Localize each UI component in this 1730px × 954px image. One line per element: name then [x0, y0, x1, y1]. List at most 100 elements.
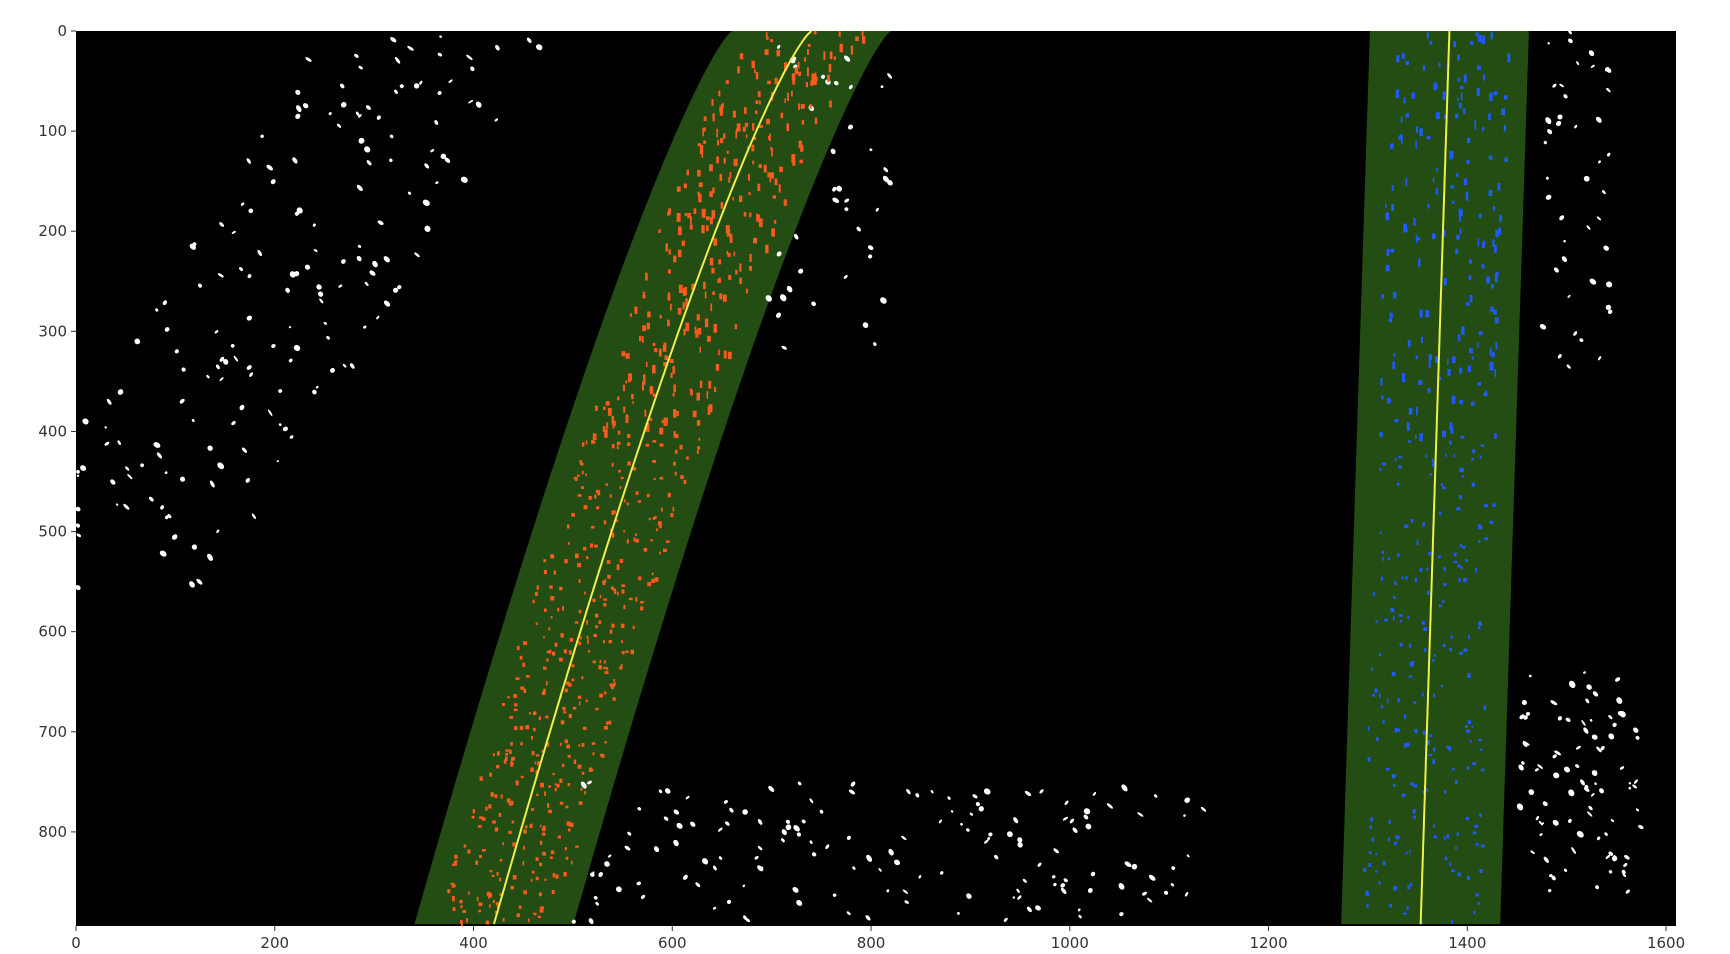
- lane-pixel: [546, 658, 549, 662]
- lane-pixel: [1459, 399, 1463, 405]
- lane-pixel: [533, 711, 537, 716]
- lane-pixel: [510, 800, 514, 806]
- noise-pixel: [1589, 278, 1597, 285]
- noise-pixel: [356, 184, 363, 191]
- noise-pixel: [886, 889, 890, 893]
- noise-pixel: [673, 809, 680, 815]
- noise-pixel: [1542, 801, 1548, 807]
- noise-pixel: [1184, 892, 1189, 897]
- lane-pixel: [541, 827, 546, 832]
- lane-pixel: [673, 255, 677, 263]
- lane-pixel: [592, 598, 596, 603]
- lane-pixel: [770, 146, 772, 151]
- lane-pixel: [687, 212, 691, 219]
- lane-pixel: [598, 665, 602, 670]
- lane-pixel: [552, 772, 555, 776]
- noise-pixel: [1137, 812, 1144, 817]
- lane-pixel: [578, 701, 581, 706]
- lane-pixel: [601, 754, 605, 758]
- lane-pixel: [1466, 159, 1470, 164]
- noise-pixel: [364, 146, 371, 153]
- lane-pixel: [1409, 643, 1411, 648]
- lane-pixel: [525, 725, 530, 730]
- lane-pixel: [704, 291, 707, 299]
- lane-pixel: [559, 742, 562, 746]
- lane-pixel: [628, 373, 632, 381]
- noise-pixel: [1062, 816, 1069, 821]
- lane-pixel: [1398, 614, 1403, 617]
- lane-pixel: [829, 100, 832, 108]
- noise-pixel: [394, 89, 398, 94]
- lane-pixel: [683, 183, 687, 189]
- lane-pixel: [1368, 863, 1372, 867]
- lane-pixel: [482, 849, 486, 852]
- lane-pixel: [1451, 395, 1456, 404]
- lane-pixel: [567, 754, 571, 758]
- lane-pixel: [611, 686, 614, 690]
- lane-pixel: [743, 212, 747, 217]
- lane-pixel: [1392, 615, 1395, 621]
- lane-pixel: [560, 778, 563, 783]
- noise-pixel: [1563, 868, 1568, 873]
- lane-pixel: [1388, 318, 1393, 323]
- lane-pixel: [642, 294, 646, 299]
- lane-pixel: [516, 913, 520, 918]
- noise-pixel: [1624, 854, 1630, 860]
- lane-pixel: [652, 365, 656, 374]
- lane-pixel: [676, 410, 679, 417]
- lane-pixel: [553, 570, 556, 575]
- lane-pixel: [727, 253, 731, 257]
- lane-pixel: [627, 442, 631, 446]
- lane-pixel: [637, 500, 642, 503]
- noise-pixel: [217, 462, 225, 470]
- noise-pixel: [76, 469, 80, 474]
- noise-pixel: [848, 84, 853, 90]
- lane-pixel: [807, 49, 810, 55]
- noise-pixel: [843, 274, 848, 279]
- noise-pixel: [988, 832, 993, 837]
- lane-pixel: [564, 559, 568, 564]
- lane-pixel: [568, 713, 572, 719]
- noise-pixel: [1597, 356, 1602, 361]
- noise-pixel: [865, 915, 871, 921]
- noise-pixel: [164, 515, 169, 520]
- lane-pixel: [1490, 306, 1494, 312]
- lane-pixel: [663, 417, 668, 426]
- lane-pixel: [502, 703, 505, 706]
- lane-pixel: [645, 272, 648, 281]
- lane-pixel: [1443, 836, 1446, 841]
- noise-pixel: [1184, 797, 1191, 803]
- lane-pixel: [1478, 540, 1481, 543]
- lane-pixel: [776, 49, 781, 57]
- noise-pixel: [1092, 791, 1097, 796]
- noise-pixel: [811, 852, 817, 857]
- lane-pixel: [604, 725, 608, 730]
- lane-pixel: [1493, 91, 1498, 96]
- lane-pixel: [612, 420, 616, 427]
- lane-pixel: [647, 582, 651, 587]
- noise-pixel: [153, 442, 161, 448]
- lane-pixel: [471, 815, 475, 819]
- lane-pixel: [505, 756, 508, 762]
- noise-pixel: [1072, 827, 1078, 833]
- noise-pixel: [1607, 309, 1613, 315]
- noise-pixel: [127, 474, 133, 480]
- noise-pixel: [207, 553, 213, 561]
- lane-pixel: [616, 591, 619, 596]
- lane-pixel: [748, 192, 751, 196]
- noise-pixel: [535, 44, 543, 51]
- noise-pixel: [1053, 848, 1060, 854]
- noise-pixel: [1604, 66, 1610, 72]
- lane-pixel: [1479, 813, 1482, 817]
- lane-pixel: [1405, 851, 1408, 855]
- noise-pixel: [271, 343, 276, 349]
- lane-pixel: [556, 783, 560, 788]
- lane-pixel: [505, 749, 509, 752]
- lane-pixel: [499, 877, 502, 882]
- lane-pixel: [632, 467, 637, 471]
- lane-pixel: [577, 562, 582, 568]
- lane-pixel: [798, 140, 802, 149]
- lane-pixel: [667, 211, 670, 216]
- lane-pixel: [1455, 846, 1457, 850]
- lane-pixel: [1389, 312, 1393, 319]
